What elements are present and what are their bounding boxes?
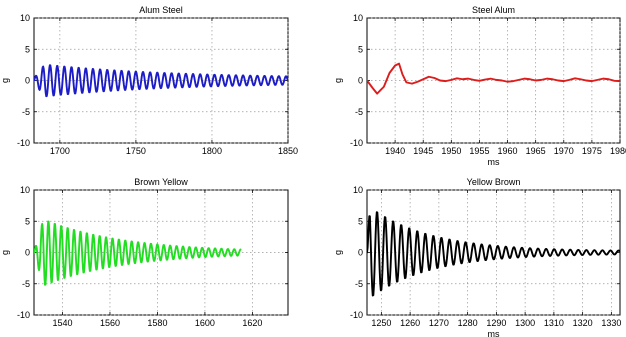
brown-yellow-x-tick-label: 1600 — [195, 318, 215, 328]
brown-yellow-title: Brown Yellow — [134, 177, 188, 187]
steel-alum-y-tick-label: 10 — [353, 13, 363, 23]
yellow-brown-series-line — [367, 211, 620, 297]
alum-steel-x-tick-label: 1800 — [202, 146, 222, 156]
brown-yellow-y-tick-label: 0 — [25, 248, 30, 258]
brown-yellow-y-tick-label: -10 — [17, 310, 30, 320]
yellow-brown-x-axis-label: ms — [488, 329, 500, 337]
yellow-brown-y-tick-label: 5 — [358, 216, 363, 226]
brown-yellow-y-tick-label: 10 — [20, 185, 30, 195]
alum-steel-y-axis-label: g — [0, 78, 10, 83]
steel-alum-x-tick-label: 1950 — [441, 146, 461, 156]
brown-yellow-x-tick-label: 1540 — [52, 318, 72, 328]
steel-alum-y-tick-label: 0 — [358, 76, 363, 86]
brown-yellow-x-tick-label: 1620 — [242, 318, 262, 328]
steel-alum-title: Steel Alum — [472, 5, 515, 15]
yellow-brown-y-tick-label: 0 — [358, 248, 363, 258]
yellow-brown-plot-area — [366, 189, 621, 316]
steel-alum-plot-area — [366, 17, 621, 144]
brown-yellow-series-line — [34, 220, 242, 286]
yellow-brown-panel: 1250 1260 1270 1280 1290 1300 1310 1320 1330 -10 -… — [333, 177, 621, 337]
brown-yellow-y-axis-label: g — [0, 250, 10, 255]
yellow-brown-y-tick-label: -10 — [350, 310, 363, 320]
yellow-brown-x-tick-label: 1320 — [573, 318, 593, 328]
steel-alum-y-tick-label: -10 — [350, 138, 363, 148]
steel-alum-x-tick-label: 1945 — [413, 146, 433, 156]
yellow-brown-title: Yellow Brown — [467, 177, 521, 187]
brown-yellow-y-tick-label: -5 — [22, 279, 30, 289]
steel-alum-x-axis-label: ms — [488, 157, 500, 167]
steel-alum-x-tick-label: 1980 — [610, 146, 626, 156]
yellow-brown-x-tick-label: 1310 — [544, 318, 564, 328]
yellow-brown-x-tick-label: 1330 — [601, 318, 621, 328]
steel-alum-x-tick-label: 1975 — [582, 146, 602, 156]
steel-alum-x-tick-label: 1970 — [554, 146, 574, 156]
yellow-brown-y-axis-label: g — [333, 250, 343, 255]
yellow-brown-x-tick-label: 1260 — [400, 318, 420, 328]
brown-yellow-x-tick-label: 1560 — [100, 318, 120, 328]
alum-steel-series-line — [34, 64, 288, 98]
alum-steel-y-tick-label: 5 — [25, 44, 30, 54]
steel-alum-x-tick-label: 1960 — [498, 146, 518, 156]
alum-steel-y-tick-label: 0 — [25, 76, 30, 86]
alum-steel-title: Alum Steel — [139, 5, 183, 15]
alum-steel-x-tick-label: 1700 — [50, 146, 70, 156]
yellow-brown-x-tick-label: 1250 — [371, 318, 391, 328]
brown-yellow-y-tick-label: 5 — [25, 216, 30, 226]
alum-steel-y-tick-label: 10 — [20, 13, 30, 23]
steel-alum-y-tick-label: 5 — [358, 44, 363, 54]
yellow-brown-x-tick-label: 1270 — [429, 318, 449, 328]
yellow-brown-y-tick-label: -5 — [355, 279, 363, 289]
alum-steel-panel: 1700 1750 1800 1850 -10 -5 0 5 10 Alum Steel g — [0, 5, 298, 156]
steel-alum-x-tick-label: 1940 — [385, 146, 405, 156]
alum-steel-x-tick-label: 1850 — [278, 146, 298, 156]
steel-alum-y-tick-label: -5 — [355, 107, 363, 117]
steel-alum-y-axis-label: g — [333, 78, 343, 83]
yellow-brown-x-tick-label: 1300 — [515, 318, 535, 328]
alum-steel-y-tick-label: -10 — [17, 138, 30, 148]
yellow-brown-x-tick-label: 1290 — [486, 318, 506, 328]
steel-alum-x-tick-label: 1955 — [469, 146, 489, 156]
alum-steel-y-tick-label: -5 — [22, 107, 30, 117]
steel-alum-x-tick-label: 1965 — [526, 146, 546, 156]
steel-alum-series-line — [367, 62, 620, 95]
brown-yellow-panel: 1540 1560 1580 1600 1620 -10 -5 0 5 10 Brown Yello… — [0, 177, 289, 328]
brown-yellow-x-tick-label: 1580 — [147, 318, 167, 328]
yellow-brown-x-tick-label: 1280 — [458, 318, 478, 328]
yellow-brown-y-tick-label: 10 — [353, 185, 363, 195]
steel-alum-panel: 1940 1945 1950 1955 1960 1965 1970 1975 1980 -10 -… — [333, 5, 626, 167]
alum-steel-plot-area — [33, 17, 289, 144]
alum-steel-x-tick-label: 1750 — [126, 146, 146, 156]
